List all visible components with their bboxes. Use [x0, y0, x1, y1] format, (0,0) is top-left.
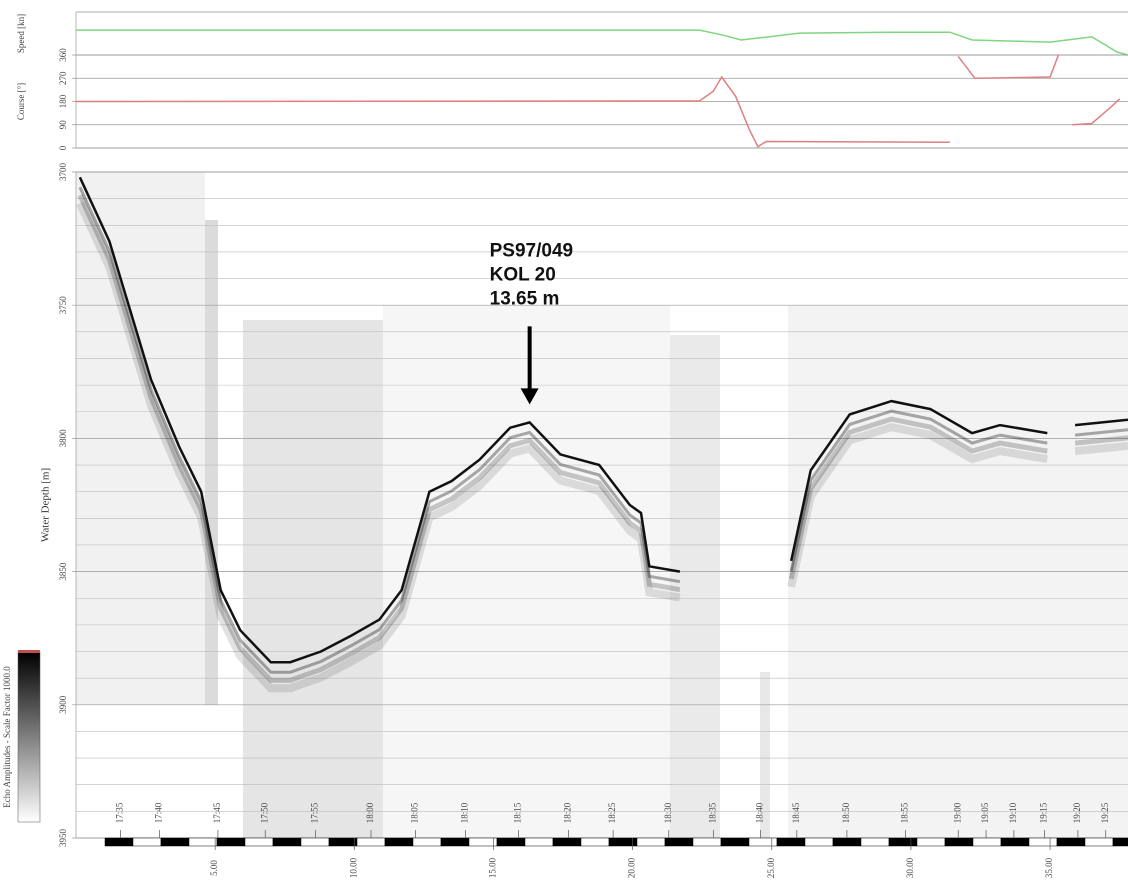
track-segment	[132, 837, 162, 847]
track-segment	[916, 837, 946, 847]
arrow-head	[520, 388, 539, 405]
time-label: 18:40	[755, 802, 765, 823]
track-segment	[776, 837, 806, 847]
track-segment	[216, 837, 246, 847]
time-label: 18:50	[841, 802, 851, 823]
y-tick-label: 3800	[58, 429, 68, 448]
time-label: 17:50	[259, 802, 269, 823]
track-segment	[636, 837, 666, 847]
track-segment	[440, 837, 470, 847]
x-tick-label: 25.00	[766, 857, 776, 878]
x-tick-label: 5.00	[209, 860, 219, 876]
y-axis-label: Water Depth [m]	[40, 468, 52, 542]
track-segment	[972, 837, 1002, 847]
track-segment	[496, 837, 526, 847]
track-segment	[860, 837, 890, 847]
time-label: 17:45	[212, 802, 222, 823]
time-label: 19:25	[1100, 802, 1110, 823]
track-segment	[104, 837, 134, 847]
y-tick-label: 3900	[58, 695, 68, 714]
track-segment	[1056, 837, 1086, 847]
time-label: 18:30	[663, 802, 673, 823]
track-segment	[664, 837, 694, 847]
time-label: 19:15	[1039, 802, 1049, 823]
time-label: 17:55	[309, 802, 319, 823]
colorbar-cap	[18, 650, 40, 653]
track-segment	[692, 837, 722, 847]
track-segment	[524, 837, 554, 847]
time-label: 18:00	[365, 802, 375, 823]
y-tick-label: 90	[58, 120, 68, 130]
subbottom-layer	[77, 194, 1128, 683]
track-segment	[272, 837, 302, 847]
track-segment	[384, 837, 414, 847]
y-tick-label: 270	[58, 71, 68, 85]
y-tick-label: 3950	[58, 829, 68, 848]
data-line	[76, 29, 1128, 56]
y-tick-label: 3750	[58, 296, 68, 315]
time-label: 18:45	[791, 802, 801, 823]
annotation-text: 13.65 m	[490, 288, 560, 309]
time-label: 19:10	[1008, 802, 1018, 823]
subbottom-layer	[78, 186, 1128, 674]
x-tick-label: 15.00	[488, 857, 498, 878]
y-tick-label: 180	[58, 94, 68, 108]
time-label: 18:25	[607, 802, 617, 823]
annotation-text: PS97/049	[490, 240, 573, 261]
track-segment	[804, 837, 834, 847]
track-segment	[720, 837, 750, 847]
track-segment	[160, 837, 190, 847]
time-label: 19:00	[952, 802, 962, 823]
y-tick-label: 0	[58, 145, 68, 150]
time-label: 18:05	[410, 802, 420, 823]
track-segment	[468, 837, 498, 847]
time-label: 18:10	[460, 802, 470, 823]
y-tick-label: 3850	[58, 562, 68, 581]
track-segment	[888, 837, 918, 847]
time-label: 18:55	[899, 802, 909, 823]
time-label: 19:05	[980, 802, 990, 823]
track-segment	[188, 837, 218, 847]
track-segment	[412, 837, 442, 847]
y-axis-label: Speed [kn]	[16, 14, 26, 53]
y-tick-label: 3700	[58, 163, 68, 182]
seafloor	[78, 176, 1128, 664]
time-label: 18:20	[563, 802, 573, 823]
time-label: 17:40	[154, 802, 164, 823]
track-segment	[832, 837, 862, 847]
track-segment	[580, 837, 610, 847]
track-segment	[1000, 837, 1030, 847]
track-segment	[244, 837, 274, 847]
track-segment	[944, 837, 974, 847]
track-segment	[1112, 837, 1128, 847]
time-label: 19:20	[1072, 802, 1082, 823]
track-segment	[748, 837, 778, 847]
track-segment	[552, 837, 582, 847]
track-segment	[1028, 837, 1058, 847]
y-tick-label: 360	[58, 48, 68, 62]
annotation-text: KOL 20	[490, 264, 556, 285]
time-label: 18:15	[513, 802, 523, 823]
time-label: 18:35	[707, 802, 717, 823]
track-segment	[300, 837, 330, 847]
x-tick-label: 20.00	[627, 857, 637, 878]
track-segment	[328, 837, 358, 847]
coverage	[76, 172, 1128, 840]
x-tick-label: 30.00	[905, 857, 915, 878]
y-axis-label: Course [°]	[16, 83, 26, 120]
time-label: 17:35	[115, 802, 125, 823]
track-segment	[1084, 837, 1114, 847]
x-tick-label: 10.00	[348, 857, 358, 878]
colorbar	[17, 651, 41, 823]
x-tick-label: 35.00	[1044, 857, 1054, 878]
subbottom-layer	[76, 201, 1128, 693]
colorbar-label: Echo Amplitudes - Scale Factor 1000.0	[2, 666, 12, 808]
data-line	[75, 54, 1121, 148]
track-segment	[356, 837, 386, 847]
